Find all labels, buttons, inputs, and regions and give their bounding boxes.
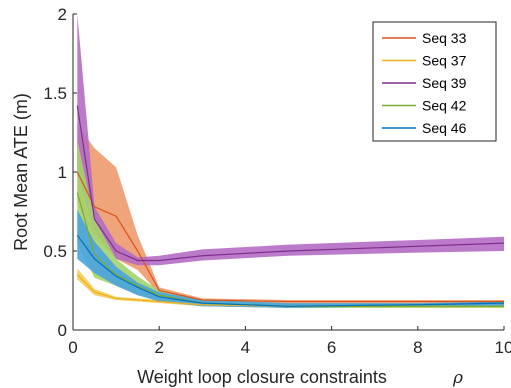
legend-label-seq-33: Seq 33 bbox=[422, 30, 467, 46]
x-tick-label: 8 bbox=[413, 338, 422, 357]
legend: Seq 33 Seq 37 Seq 39 Seq 42 Seq 46 bbox=[372, 21, 497, 142]
legend-box bbox=[372, 21, 497, 142]
y-tick-label: 1.5 bbox=[43, 84, 67, 103]
band-seq-39 bbox=[77, 14, 504, 266]
x-tick-label: 10 bbox=[495, 338, 511, 357]
y-tick-label: 1 bbox=[58, 163, 67, 182]
x-tick-label: 2 bbox=[154, 338, 163, 357]
band-seq-42 bbox=[77, 140, 504, 308]
legend-label-seq-37: Seq 37 bbox=[422, 53, 467, 69]
y-axis-label: Root Mean ATE (m) bbox=[11, 93, 31, 251]
legend-label-seq-42: Seq 42 bbox=[422, 98, 467, 114]
x-ticks: 0 2 4 6 8 10 bbox=[68, 326, 511, 357]
line-seq-46 bbox=[76, 234, 504, 307]
line-seq-39 bbox=[76, 105, 504, 262]
x-tick-label: 0 bbox=[68, 338, 77, 357]
series-lines bbox=[76, 105, 504, 307]
x-tick-label: 6 bbox=[327, 338, 336, 357]
legend-label-seq-46: Seq 46 bbox=[422, 120, 467, 136]
y-tick-label: 2 bbox=[58, 5, 67, 24]
x-axis-symbol: ρ bbox=[452, 368, 463, 388]
x-axis-label: Weight loop closure constraints bbox=[137, 367, 387, 387]
x-tick-label: 4 bbox=[241, 338, 250, 357]
legend-label-seq-39: Seq 39 bbox=[422, 75, 467, 91]
y-tick-label: 0.5 bbox=[43, 242, 67, 261]
y-ticks: 0 0.5 1 1.5 2 bbox=[43, 5, 77, 340]
line-seq-33 bbox=[76, 171, 504, 303]
y-tick-label: 0 bbox=[58, 321, 67, 340]
line-seq-42 bbox=[76, 192, 504, 307]
confidence-bands bbox=[77, 14, 504, 308]
band-seq-33 bbox=[77, 124, 504, 304]
